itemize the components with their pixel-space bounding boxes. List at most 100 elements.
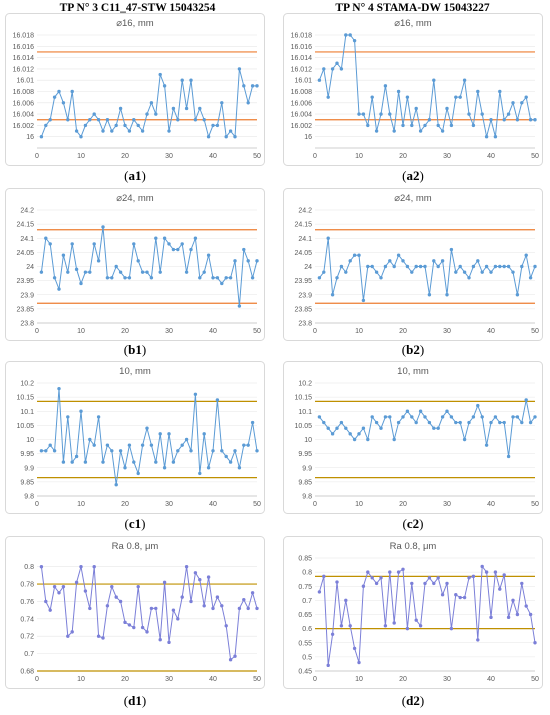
y-tick-label: 9.85 (298, 479, 312, 486)
data-point (388, 259, 392, 263)
data-point (357, 253, 361, 257)
data-point (524, 253, 528, 257)
x-tick-label: 10 (77, 501, 85, 508)
data-point (136, 123, 140, 128)
y-tick-label: 16.018 (13, 33, 35, 40)
y-tick-label: 0.8 (302, 570, 312, 577)
data-point (237, 606, 242, 611)
data-point (83, 460, 88, 464)
chart-title: Ra 0.8, μm (112, 541, 159, 552)
y-tick-label: 16.018 (291, 33, 313, 40)
chart-title: 10, mm (119, 366, 151, 377)
data-point (167, 432, 171, 436)
y-tick-label: 23.85 (294, 306, 312, 313)
data-point (39, 135, 44, 139)
data-point (515, 612, 520, 617)
x-tick-label: 30 (165, 676, 173, 683)
data-point (198, 276, 202, 280)
data-point (145, 426, 149, 430)
data-point (66, 415, 70, 419)
y-tick-label: 9.9 (24, 465, 34, 472)
x-tick-label: 40 (487, 676, 495, 683)
y-tick-label: 10.1 (298, 409, 312, 416)
y-tick-label: 24.1 (20, 236, 34, 243)
data-point (436, 123, 440, 128)
data-point (335, 61, 339, 65)
data-point (202, 604, 206, 608)
data-point (114, 264, 118, 269)
x-tick-label: 20 (121, 676, 129, 683)
data-point (237, 304, 242, 308)
y-tick-label: 0.7 (302, 598, 312, 605)
x-tick-label: 50 (531, 501, 539, 508)
data-point (140, 270, 145, 274)
data-point (533, 264, 537, 269)
data-point (202, 432, 206, 436)
data-point (462, 595, 467, 600)
data-point (449, 123, 454, 128)
data-point (418, 129, 423, 133)
x-tick-label: 10 (355, 501, 363, 508)
data-point (44, 449, 48, 453)
data-point (476, 89, 480, 94)
data-point (330, 632, 335, 636)
data-point (83, 270, 88, 274)
data-point (392, 129, 396, 133)
data-point (184, 437, 189, 442)
data-point (70, 630, 74, 634)
data-point (118, 449, 123, 453)
data-point (414, 618, 418, 622)
data-point (246, 443, 250, 447)
data-point (52, 584, 57, 589)
data-point (498, 420, 502, 425)
data-point (101, 460, 105, 464)
data-point (458, 95, 462, 99)
data-point (480, 270, 484, 274)
y-tick-label: 10.05 (16, 423, 34, 430)
data-point (88, 437, 92, 442)
data-point (458, 420, 462, 425)
data-point (449, 247, 454, 252)
y-tick-label: 23.95 (294, 278, 312, 285)
y-tick-label: 0.72 (20, 634, 34, 641)
data-point (39, 564, 44, 569)
data-point (180, 242, 184, 246)
data-point (388, 570, 392, 574)
data-point (511, 598, 515, 603)
caption-c2: (c2) (402, 516, 424, 531)
data-point (326, 426, 330, 430)
data-point (506, 112, 511, 116)
data-point (74, 267, 79, 272)
data-point (176, 247, 180, 252)
data-point (79, 409, 83, 413)
data-point (502, 573, 506, 577)
data-point (498, 264, 502, 269)
data-point (206, 253, 211, 257)
data-point (176, 617, 180, 621)
y-tick-label: 16.002 (13, 123, 35, 130)
data-point (198, 578, 202, 582)
data-point (528, 420, 533, 425)
data-point (366, 570, 370, 574)
x-tick-label: 20 (399, 328, 407, 335)
data-point (440, 415, 445, 419)
chart-b1: ⌀24, mm 23.8 23.85 23.9 23.95 24 24.05 24.1 24.1… (5, 188, 265, 341)
data-point (480, 415, 484, 419)
series-line (318, 565, 536, 666)
series-line (318, 34, 535, 137)
data-point (66, 634, 70, 638)
data-point (118, 106, 123, 111)
data-point (392, 437, 396, 442)
data-point (61, 101, 66, 105)
data-point (180, 78, 184, 82)
data-point (467, 576, 471, 580)
data-point (105, 118, 110, 122)
data-point (145, 112, 149, 116)
y-tick-label: 10.1 (20, 409, 34, 416)
data-point (184, 270, 189, 274)
x-tick-label: 20 (399, 501, 407, 508)
data-point (220, 281, 224, 286)
x-tick-label: 20 (121, 501, 129, 508)
y-tick-label: 16.008 (291, 89, 313, 96)
data-point (184, 106, 189, 111)
